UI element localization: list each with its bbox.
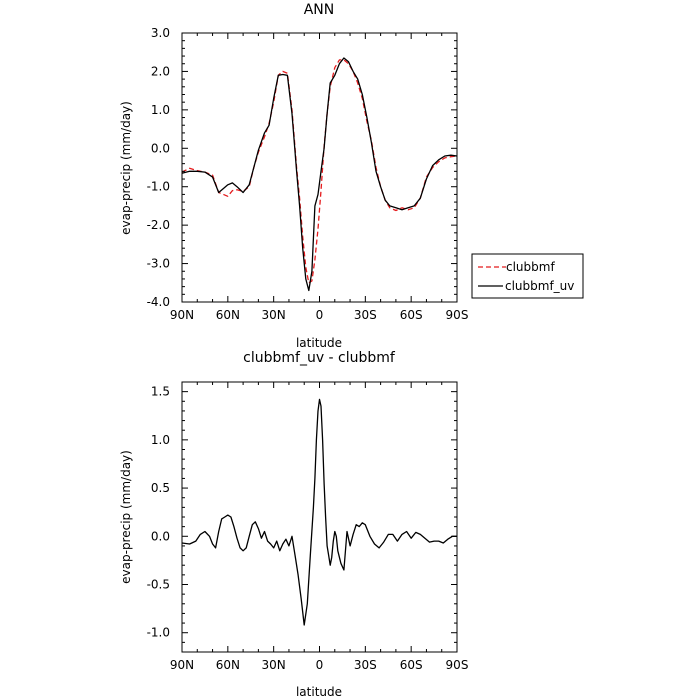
- top-panel-ylabel: evap-precip (mm/day): [119, 101, 133, 235]
- bottom-panel-ticks: 90N 60N 30N 0 30S 60S 90S -1.0 -0.5 0.0 0.5 1.0 1.5: [147, 381, 469, 672]
- bottom-panel-series-layer: [181, 398, 457, 626]
- legend: clubbmf clubbmf_uv: [471, 253, 584, 299]
- bottom-panel-xlabel: latitude: [296, 685, 342, 699]
- bottom-y-tick-label: 0.0: [151, 529, 170, 543]
- top-y-tick-label: 3.0: [151, 26, 170, 40]
- top-y-tick-label: 2.0: [151, 64, 170, 78]
- bottom-y-tick-label: 0.5: [151, 481, 170, 495]
- legend-box: [471, 253, 584, 299]
- bottom-x-tick-label: 90N: [170, 658, 194, 672]
- top-x-tick-label: 90S: [446, 308, 469, 322]
- top-series-line-clubbmf-uv: [181, 57, 458, 292]
- top-y-tick-label: -4.0: [147, 295, 170, 309]
- top-series-line-clubbmf: [181, 59, 458, 284]
- top-panel-ticks: 90N 60N 30N 0 30S 60S 90S -4.0 -3.0 -2.0 -1.0 0.0 1.…: [147, 26, 469, 322]
- bottom-y-tick-label: -1.0: [147, 626, 170, 640]
- top-panel-title: ANN: [304, 2, 335, 18]
- top-x-tick-label: 0: [316, 308, 324, 322]
- bottom-series-line-difference: [181, 398, 457, 626]
- bottom-x-tick-label: 90S: [446, 658, 469, 672]
- top-panel-series-layer: [181, 57, 458, 292]
- top-panel: ANN 90N 60N 30N 0 30S 60S 90S -4.0 -3.0 -2.0 -1.0 0…: [119, 2, 468, 350]
- top-panel-xlabel: latitude: [296, 336, 342, 350]
- bottom-y-tick-label: 1.0: [151, 433, 170, 447]
- bottom-panel-ylabel: evap-precip (mm/day): [119, 450, 133, 584]
- bottom-y-tick-label: 1.5: [151, 385, 170, 399]
- bottom-panel-frame: [181, 381, 458, 653]
- top-x-tick-label: 90N: [170, 308, 194, 322]
- bottom-panel-title: clubbmf_uv - clubbmf: [243, 350, 396, 366]
- legend-label-clubbmf-uv: clubbmf_uv: [505, 279, 574, 293]
- top-y-tick-label: -2.0: [147, 218, 170, 232]
- bottom-panel: clubbmf_uv - clubbmf 90N 60N 30N 0 30S 60S 90S…: [119, 350, 468, 699]
- top-y-tick-label: -3.0: [147, 257, 170, 271]
- bottom-x-tick-label: 30N: [262, 658, 286, 672]
- top-x-tick-label: 30S: [354, 308, 377, 322]
- bottom-x-tick-label: 60N: [216, 658, 240, 672]
- top-y-tick-label: 0.0: [151, 141, 170, 155]
- top-x-tick-label: 60N: [216, 308, 240, 322]
- top-y-tick-label: 1.0: [151, 103, 170, 117]
- bottom-y-tick-label: -0.5: [147, 578, 170, 592]
- top-y-tick-label: -1.0: [147, 180, 170, 194]
- top-panel-frame: [181, 32, 458, 303]
- top-x-tick-label: 30N: [262, 308, 286, 322]
- legend-label-clubbmf: clubbmf: [506, 260, 555, 274]
- top-x-tick-label: 60S: [400, 308, 423, 322]
- bottom-x-tick-label: 0: [316, 658, 324, 672]
- bottom-x-tick-label: 60S: [400, 658, 423, 672]
- bottom-x-tick-label: 30S: [354, 658, 377, 672]
